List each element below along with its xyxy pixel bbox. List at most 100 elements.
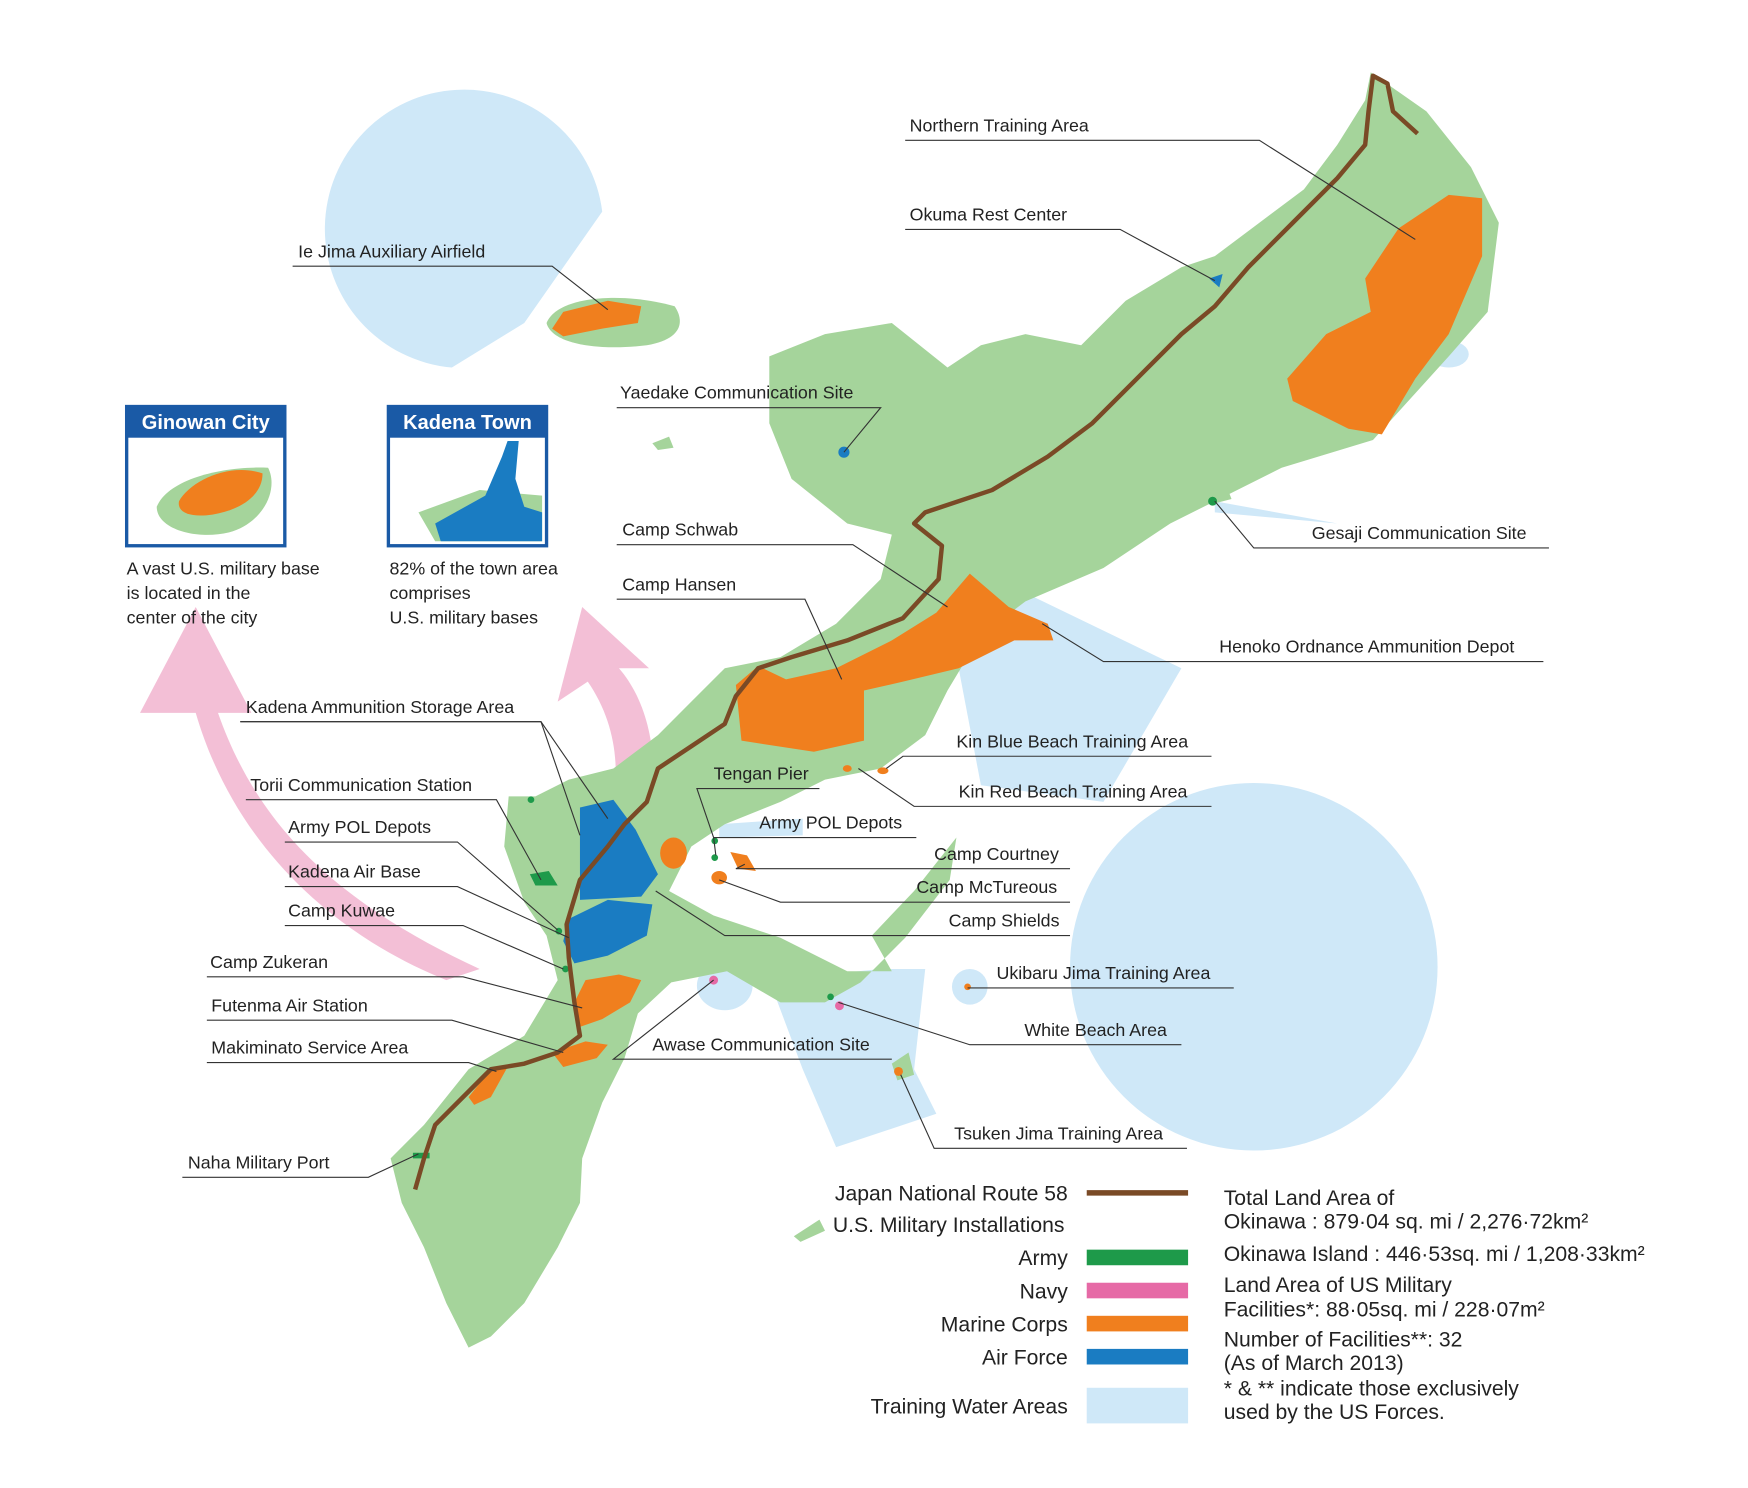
leader-line — [206, 976, 583, 1009]
leader-line — [245, 799, 542, 881]
okuma — [1209, 273, 1223, 288]
legend-swatch — [1086, 1348, 1189, 1365]
islet — [793, 1219, 825, 1242]
inset-title: Kadena Town — [403, 412, 532, 434]
leader-line — [735, 863, 1071, 870]
facility-label: Camp Hansen — [622, 574, 736, 594]
leader-line — [1041, 623, 1544, 663]
legend-label: Air Force — [982, 1346, 1068, 1369]
inset-base — [435, 441, 543, 542]
route-58 — [412, 73, 1420, 1191]
water-area — [719, 818, 803, 838]
tsuken-jima-area — [894, 1066, 903, 1076]
inset-caption: comprises — [390, 583, 471, 603]
tengan-pier — [711, 837, 719, 845]
legend-swatch — [1086, 1249, 1189, 1266]
ukibaru-jima — [964, 983, 971, 991]
water-area — [324, 89, 603, 368]
water-area — [958, 590, 1182, 802]
inset-caption: A vast U.S. military base — [127, 559, 320, 579]
facility-label: Camp Kuwae — [288, 901, 395, 921]
northern-training-area — [1287, 194, 1483, 435]
inset-title-bar — [126, 406, 285, 438]
leader-line — [616, 544, 948, 608]
facility-label: Awase Communication Site — [652, 1034, 870, 1054]
facility-label: Ukibaru Jima Training Area — [997, 963, 1211, 983]
leader-line — [616, 407, 882, 453]
okinawa-island — [390, 72, 1499, 1348]
note-line: (As of March 2013) — [1224, 1352, 1404, 1375]
note-line: Number of Facilities**: 32 — [1224, 1329, 1463, 1352]
legend-swatch — [1086, 1315, 1189, 1332]
legend-label: Marine Corps — [941, 1313, 1068, 1336]
facility-label: Camp Schwab — [622, 520, 738, 540]
camp-schwab-hansen — [735, 573, 1054, 752]
leader-line — [858, 768, 1212, 807]
leader-line — [206, 1019, 564, 1054]
facility-label: Yaedake Communication Site — [620, 383, 853, 403]
water-area — [769, 968, 937, 1148]
facility-label: Makiminato Service Area — [211, 1038, 408, 1058]
note-line: Land Area of US Military — [1224, 1274, 1453, 1297]
legend-swatch — [1086, 1282, 1189, 1299]
leader-line — [616, 598, 843, 680]
leader-line — [292, 265, 609, 311]
facility-label: Okuma Rest Center — [910, 205, 1067, 225]
note-line: Total Land Area of — [1224, 1187, 1395, 1210]
facility-label: Camp McTureous — [916, 877, 1057, 897]
facility-label: Northern Training Area — [910, 115, 1089, 135]
facility-label: Kin Red Beach Training Area — [959, 781, 1188, 801]
inset-title: Ginowan City — [142, 412, 271, 434]
leader-line — [885, 755, 1212, 769]
leader-line — [240, 721, 609, 819]
legend-label: Navy — [1020, 1280, 1069, 1303]
leader-line — [611, 979, 892, 1060]
makiminato — [552, 1041, 608, 1067]
note-line: Facilities*: 88·05sq. mi / 228·07m² — [1224, 1298, 1545, 1321]
inset-captions: A vast U.S. military base is located in t… — [127, 559, 558, 628]
gesaji — [1208, 496, 1218, 506]
kadena-ammunition — [579, 799, 658, 900]
naha-area — [468, 1066, 508, 1105]
inset-ginowan: Ginowan City — [124, 404, 287, 548]
kin-blue-beach — [877, 767, 889, 775]
leader-line — [838, 1001, 1182, 1046]
note-line: used by the US Forces. — [1224, 1401, 1445, 1424]
legend-items: Army Navy Marine Corps Air Force — [941, 1247, 1189, 1369]
water-area — [1214, 501, 1338, 524]
leader-line — [1214, 500, 1549, 549]
camp-kuwae — [562, 965, 569, 973]
inset-caption: is located in the — [127, 583, 251, 603]
leader-line — [905, 139, 1416, 240]
inset-caption: center of the city — [127, 608, 258, 628]
leader-line — [718, 879, 1071, 903]
leader-line — [712, 836, 917, 856]
inset-caption: U.S. military bases — [390, 608, 539, 628]
kadena-air-base — [563, 899, 653, 964]
facility-labels: Northern Training Area Okuma Rest Center I… — [182, 115, 1549, 1178]
inset-base — [178, 470, 263, 516]
inset-kadena: Kadena Town — [386, 404, 549, 548]
facility-label: Torii Communication Station — [250, 775, 472, 795]
legend-label: U.S. Military Installations — [833, 1214, 1065, 1237]
facility-label: Kin Blue Beach Training Area — [956, 731, 1188, 751]
army-pol-east — [711, 854, 719, 861]
facility-label: Ie Jima Auxiliary Airfield — [298, 241, 485, 261]
kin-red-beach — [842, 765, 852, 772]
facility-label: Kadena Air Base — [288, 862, 421, 882]
camp-courtney — [730, 852, 756, 871]
futenma — [574, 974, 642, 1027]
facility-label: Futenma Air Station — [211, 995, 367, 1015]
facility-label: Camp Shields — [949, 911, 1060, 931]
facility-label: Naha Military Port — [188, 1152, 330, 1172]
white-beach-army — [827, 993, 834, 1001]
facility-label: Camp Zukeran — [210, 952, 328, 972]
islet — [969, 387, 1009, 415]
leader-line — [900, 1074, 1187, 1149]
legend: Japan National Route 58 U.S. Military In… — [833, 1183, 1189, 1424]
leader-line — [182, 1153, 419, 1178]
facility-label: Kadena Ammunition Storage Area — [246, 697, 514, 717]
